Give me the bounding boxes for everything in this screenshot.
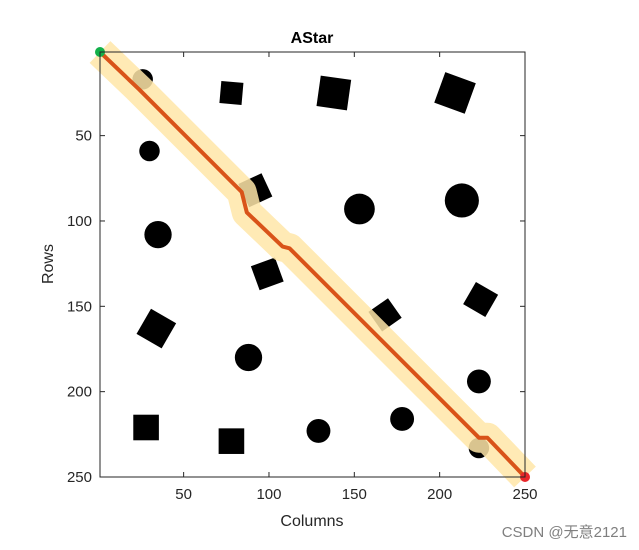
chart-title: AStar xyxy=(291,30,334,47)
y-tick-label-100: 100 xyxy=(67,213,92,230)
y-tick-label-150: 150 xyxy=(67,298,92,315)
obstacle-square-11 xyxy=(463,282,499,317)
y-axis-label: Rows xyxy=(40,244,57,284)
y-axis-ticks: 50 100 150 200 250 xyxy=(67,128,525,486)
obstacle-square-16 xyxy=(218,428,245,454)
x-tick-label-250: 250 xyxy=(512,486,537,503)
x-tick-label-50: 50 xyxy=(175,486,192,503)
y-tick-label-200: 200 xyxy=(67,384,92,401)
x-tick-label-200: 200 xyxy=(427,486,452,503)
obstacle-circle-8 xyxy=(144,220,172,249)
y-tick-label-250: 250 xyxy=(67,469,92,486)
obstacle-circle-14 xyxy=(466,369,491,394)
obstacle-square-1 xyxy=(219,80,244,105)
y-tick-label-50: 50 xyxy=(75,128,92,145)
astar-path-line xyxy=(98,50,527,479)
obstacle-circle-7 xyxy=(444,183,479,218)
obstacle-square-2 xyxy=(316,75,352,111)
obstacle-square-15 xyxy=(133,414,159,441)
x-tick-label-100: 100 xyxy=(256,486,281,503)
x-tick-label-150: 150 xyxy=(342,486,367,503)
csdn-watermark: CSDN @无意2121 xyxy=(501,524,627,541)
x-axis-label: Columns xyxy=(280,513,343,530)
obstacle-square-9 xyxy=(250,257,284,291)
obstacle-circle-4 xyxy=(139,140,160,162)
obstacle-square-12 xyxy=(136,308,177,349)
plot-frame xyxy=(99,51,526,478)
obstacle-circle-13 xyxy=(234,343,263,372)
obstacle-circle-6 xyxy=(344,193,375,225)
obstacle-circle-17 xyxy=(306,418,331,443)
x-axis-ticks: 50 100 150 200 250 xyxy=(175,52,538,503)
obstacle-square-3 xyxy=(434,72,476,114)
path-layer xyxy=(89,41,536,488)
obstacle-circle-18 xyxy=(390,407,415,431)
